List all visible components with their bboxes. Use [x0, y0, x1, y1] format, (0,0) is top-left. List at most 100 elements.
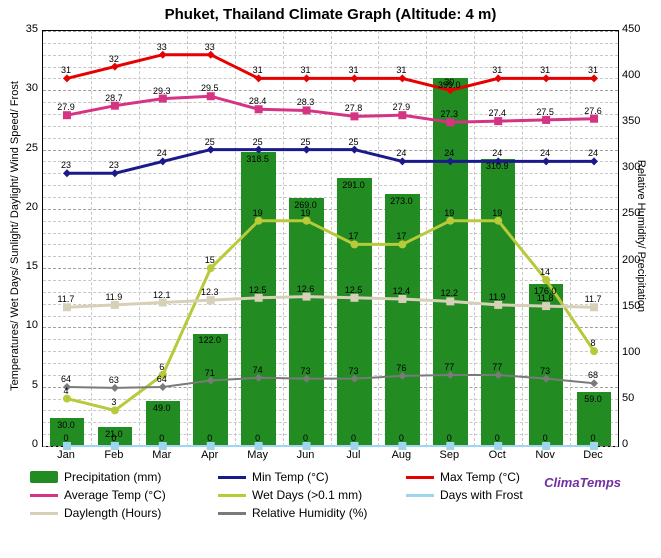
precip-value: 59.0 [584, 394, 602, 404]
series-value: 64 [157, 374, 167, 384]
series-value: 0 [303, 433, 308, 443]
series-value: 25 [301, 137, 311, 147]
series-value: 12.2 [441, 288, 459, 298]
series-value: 27.8 [345, 103, 363, 113]
series-value: 0 [591, 433, 596, 443]
series-value: 25 [205, 137, 215, 147]
series-value: 23 [61, 160, 71, 170]
precip-value: 273.0 [390, 196, 413, 206]
series-value: 27.3 [441, 109, 459, 119]
series-value: 19 [444, 208, 454, 218]
series-value: 0 [543, 433, 548, 443]
series-value: 33 [157, 42, 167, 52]
y-right-tick: 350 [622, 115, 640, 127]
legend-swatch [30, 471, 58, 483]
series-value: 24 [157, 148, 167, 158]
series-value: 8 [591, 338, 596, 348]
series-value: 0 [111, 433, 116, 443]
legend-item: Min Temp (°C) [218, 470, 388, 484]
x-axis-month: Oct [489, 449, 506, 461]
legend-label: Precipitation (mm) [64, 470, 161, 484]
series-value: 31 [301, 65, 311, 75]
chart-title: Phuket, Thailand Climate Graph (Altitude… [0, 0, 661, 23]
brand-label: ClimaTemps [544, 475, 621, 490]
plot-area [42, 30, 619, 447]
series-value: 71 [205, 368, 215, 378]
legend-item: Relative Humidity (%) [218, 506, 388, 520]
series-value: 14 [540, 267, 550, 277]
precip-value: 318.5 [246, 154, 269, 164]
series-value: 11.7 [58, 294, 75, 304]
legend-swatch [30, 512, 58, 515]
y-left-tick: 30 [26, 82, 38, 94]
series-value: 28.4 [249, 96, 267, 106]
series-value: 25 [348, 137, 358, 147]
legend-swatch [218, 512, 246, 515]
series-value: 31 [253, 65, 263, 75]
series-value: 24 [396, 148, 406, 158]
x-axis-month: Jun [297, 449, 315, 461]
legend-swatch [218, 494, 246, 497]
legend-item: Days with Frost [406, 488, 576, 502]
series-value: 23 [109, 160, 119, 170]
series-value: 29.3 [153, 86, 171, 96]
series-value: 12.4 [393, 286, 411, 296]
series-value: 12.1 [153, 290, 171, 300]
series-value: 33 [205, 42, 215, 52]
series-value: 0 [399, 433, 404, 443]
series-value: 0 [63, 433, 68, 443]
x-axis-month: Sep [439, 449, 459, 461]
legend-label: Days with Frost [440, 488, 523, 502]
series-value: 73 [348, 366, 358, 376]
series-value: 19 [301, 208, 311, 218]
series-value: 77 [444, 362, 454, 372]
series-value: 19 [492, 208, 502, 218]
series-value: 27.9 [57, 102, 75, 112]
y-left-tick: 15 [26, 260, 38, 272]
series-value: 27.4 [488, 108, 506, 118]
climate-chart: Phuket, Thailand Climate Graph (Altitude… [0, 0, 661, 558]
y-left-tick: 25 [26, 142, 38, 154]
y-right-tick: 200 [622, 254, 640, 266]
legend-swatch [218, 476, 246, 479]
y-right-tick: 300 [622, 161, 640, 173]
y-right-tick: 0 [622, 438, 628, 450]
precip-value: 310.9 [486, 161, 509, 171]
y-axis-left-label: Temperatures/ Wet Days/ Sunlight/ Daylig… [9, 71, 21, 401]
series-value: 0 [159, 433, 164, 443]
series-value: 6 [159, 362, 164, 372]
legend-label: Wet Days (>0.1 mm) [252, 488, 362, 502]
legend-swatch [406, 494, 434, 497]
series-value: 11.9 [489, 292, 506, 302]
series-value: 24 [540, 148, 550, 158]
legend-swatch [30, 494, 58, 497]
series-value: 0 [495, 433, 500, 443]
x-axis-month: Nov [535, 449, 555, 461]
series-value: 31 [61, 65, 71, 75]
y-right-tick: 50 [622, 392, 634, 404]
x-axis-month: Jan [57, 449, 75, 461]
legend-item: Daylength (Hours) [30, 506, 200, 520]
series-value: 77 [492, 362, 502, 372]
precip-value: 291.0 [342, 180, 365, 190]
legend-label: Average Temp (°C) [64, 488, 166, 502]
y-left-tick: 0 [32, 438, 38, 450]
legend: Precipitation (mm)Min Temp (°C)Max Temp … [30, 470, 630, 524]
series-value: 11.8 [537, 293, 554, 303]
x-axis-month: Apr [201, 449, 218, 461]
precip-value: 122.0 [198, 335, 221, 345]
y-right-tick: 150 [622, 300, 640, 312]
y-left-tick: 20 [26, 201, 38, 213]
series-value: 12.3 [201, 287, 219, 297]
series-value: 0 [351, 433, 356, 443]
legend-label: Relative Humidity (%) [252, 506, 367, 520]
series-value: 31 [396, 65, 406, 75]
series-value: 73 [540, 366, 550, 376]
series-value: 64 [61, 374, 71, 384]
series-value: 31 [492, 65, 502, 75]
series-value: 0 [255, 433, 260, 443]
series-value: 12.5 [345, 285, 363, 295]
y-right-tick: 400 [622, 69, 640, 81]
series-value: 0 [447, 433, 452, 443]
series-value: 12.5 [249, 285, 267, 295]
